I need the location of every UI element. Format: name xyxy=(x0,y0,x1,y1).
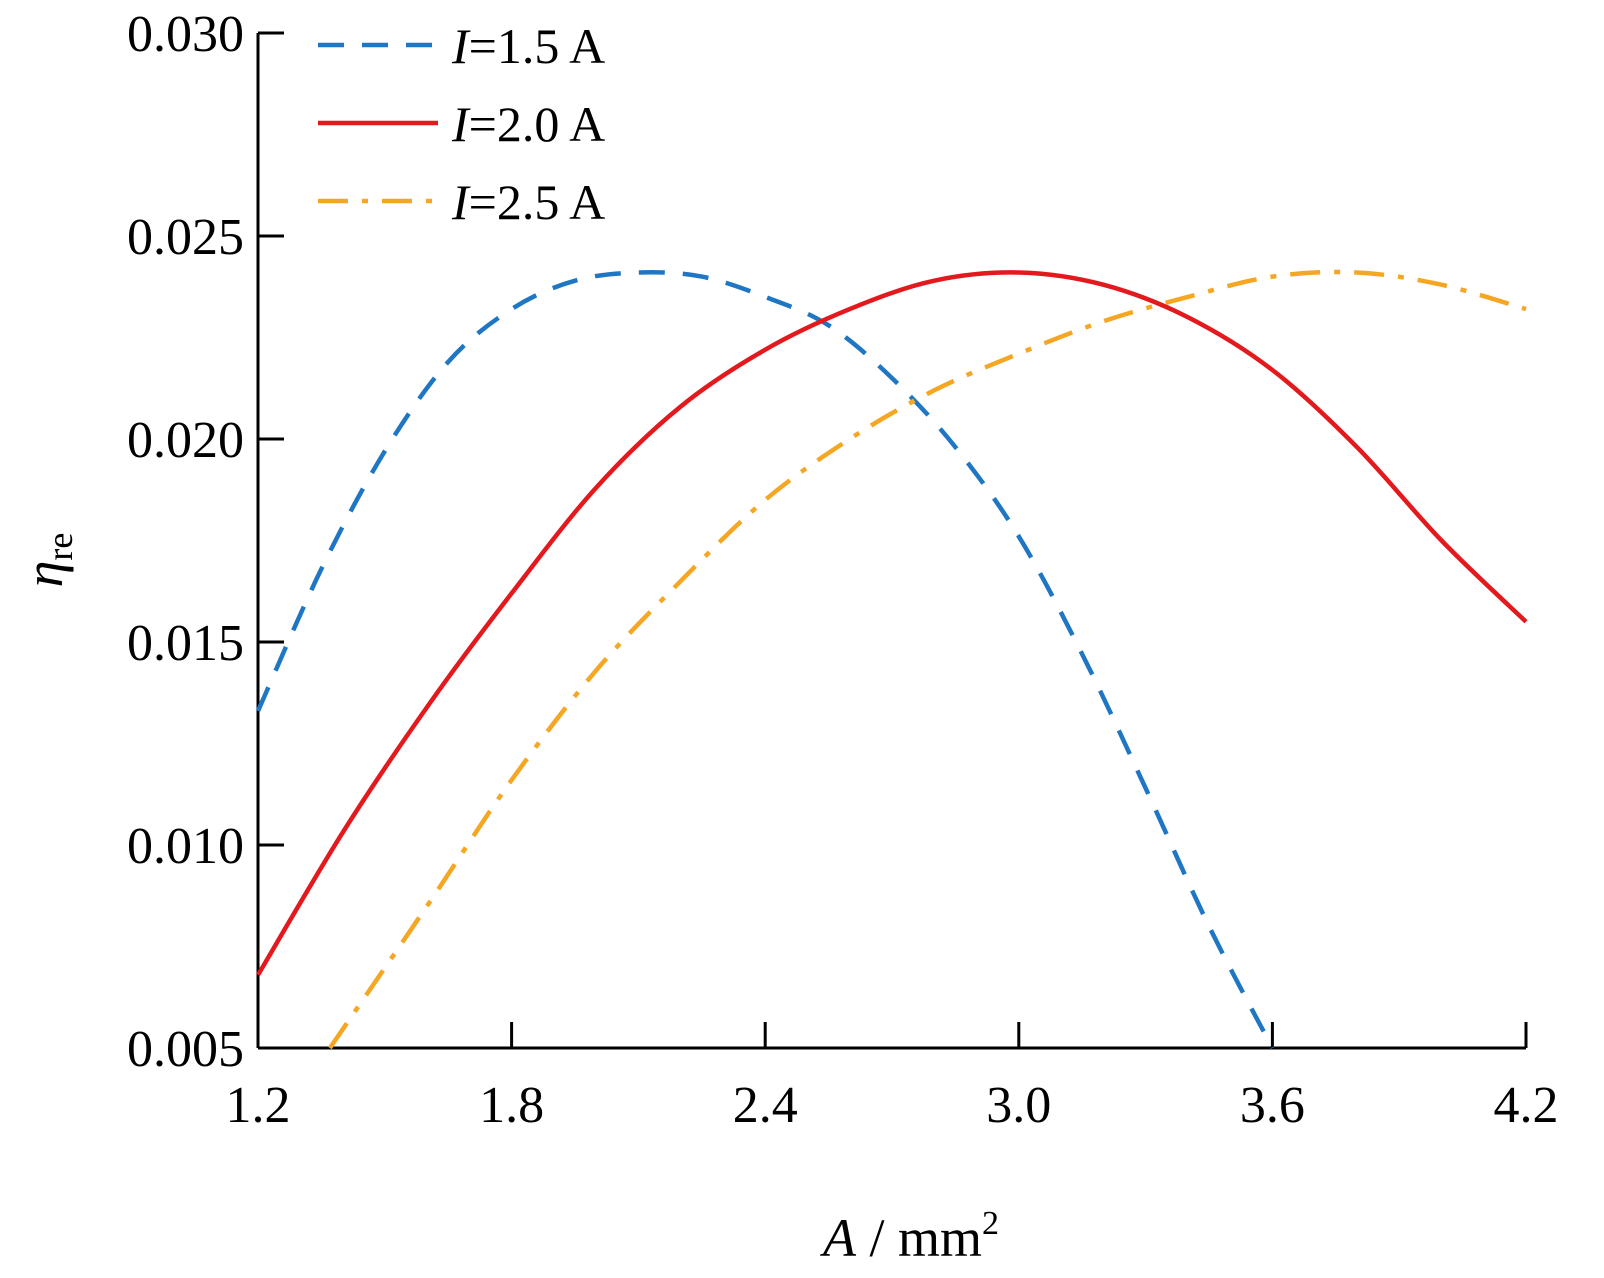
x-axis-title: A / mm2 xyxy=(820,1205,999,1268)
x-ticks: 1.2 1.8 2.4 3.0 3.6 4.2 xyxy=(226,1022,1559,1134)
x-tick-label: 1.8 xyxy=(479,1077,544,1134)
x-tick-label: 1.2 xyxy=(226,1077,291,1134)
y-tick-label: 0.025 xyxy=(127,209,244,266)
x-tick-label: 3.6 xyxy=(1240,1077,1305,1134)
chart-axes xyxy=(256,33,1526,1050)
y-axis-sub: re xyxy=(40,533,80,561)
legend-label-1: I=1.5 A xyxy=(451,18,605,74)
x-axis-unit: mm xyxy=(898,1208,982,1268)
legend-label-3: I=2.5 A xyxy=(451,174,605,230)
x-tick-label: 4.2 xyxy=(1494,1077,1559,1134)
series-line-2 xyxy=(256,270,1528,977)
y-axis-var: η xyxy=(14,561,74,588)
y-ticks: 0.005 0.010 0.015 0.020 0.025 0.030 xyxy=(127,6,284,1078)
x-tick-label: 3.0 xyxy=(986,1077,1051,1134)
y-tick-label: 0.015 xyxy=(127,615,244,672)
legend: I=1.5 A I=2.0 A I=2.5 A xyxy=(318,18,605,230)
series-line-3 xyxy=(328,269,1527,1050)
y-tick-label: 0.030 xyxy=(127,6,244,63)
y-tick-label: 0.005 xyxy=(127,1021,244,1078)
x-axis-sep: / xyxy=(856,1208,898,1268)
x-axis-unit-sup: 2 xyxy=(982,1205,999,1242)
x-axis-var: A xyxy=(820,1208,857,1268)
x-tick-label: 2.4 xyxy=(733,1077,798,1134)
series-lines xyxy=(255,269,1528,1050)
y-tick-label: 0.010 xyxy=(127,818,244,875)
y-axis-title: ηre xyxy=(14,533,80,588)
y-tick-label: 0.020 xyxy=(127,412,244,469)
series-line-1 xyxy=(255,270,1275,1050)
legend-label-2: I=2.0 A xyxy=(451,96,605,152)
